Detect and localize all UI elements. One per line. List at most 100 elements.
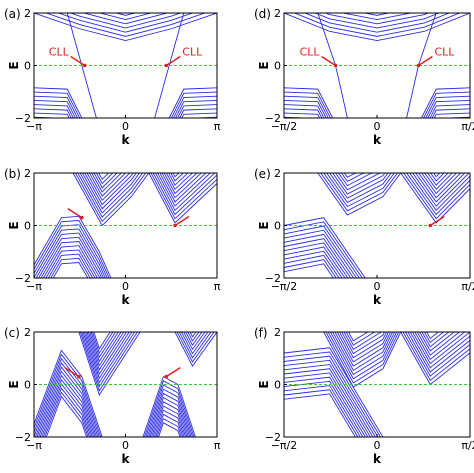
series-0-replica	[284, 0, 470, 11]
series-0-replica	[40, 241, 101, 278]
series-1-replica	[320, 173, 399, 212]
y-axis-label: E	[257, 380, 271, 388]
series-1-replica	[284, 134, 333, 164]
series-2-replica	[172, 95, 217, 118]
series-1-replica	[329, 173, 389, 199]
series-1-replica	[284, 91, 331, 118]
series-2-replica	[430, 173, 445, 182]
series-2-line	[142, 375, 196, 437]
series-2-replica	[179, 108, 217, 118]
series-1-replica	[284, 130, 333, 160]
panel-label: (b)	[4, 167, 21, 181]
series-0-line	[284, 13, 470, 42]
series-3-replica	[178, 332, 212, 359]
series-0-replica	[345, 332, 376, 346]
series-2-replica	[284, 393, 356, 437]
series-2-replica	[155, 413, 184, 437]
series-1-replica	[86, 173, 131, 202]
series-0-replica	[334, 332, 392, 367]
annotation-arrowhead	[428, 223, 433, 228]
series-2-replica	[284, 368, 371, 437]
panel-a: 2 0 −2−π 0 π k E (a) CLL CLL	[4, 0, 221, 147]
annotation-arrow	[64, 366, 80, 378]
series-0-replica	[34, 0, 217, 11]
series-2-replica	[150, 173, 217, 220]
panel-label: (d)	[254, 7, 271, 21]
series-1-replica	[88, 173, 127, 197]
series-1-replica	[337, 173, 373, 187]
series-0-replica	[340, 13, 414, 21]
series-3-replica	[180, 332, 209, 355]
y-tick-label: 2	[274, 167, 281, 180]
series-2-replica	[161, 173, 202, 199]
panel-label: (a)	[4, 7, 21, 21]
y-axis-label: E	[7, 380, 21, 388]
x-tick-label: −π	[26, 439, 42, 452]
series-1-replica	[340, 173, 365, 182]
series-2-replica	[163, 173, 198, 195]
annotation-arrowhead	[164, 63, 169, 68]
series-1-line	[34, 87, 83, 118]
series-0-replica	[284, 0, 470, 7]
series-1-replica	[407, 332, 470, 373]
y-tick-label: −2	[15, 272, 31, 285]
series-0-replica	[284, 263, 334, 278]
y-axis-label: E	[7, 221, 21, 229]
panel-b: 2 0 −2−π 0 π k E (b)	[4, 167, 221, 307]
series-2-replica	[423, 91, 470, 118]
series-2-replica	[284, 364, 374, 437]
series-2-replica	[185, 116, 217, 118]
series-1-replica	[34, 112, 70, 118]
y-tick-label: 2	[24, 167, 31, 180]
series-1-replica	[34, 95, 79, 118]
series-2-replica	[168, 173, 189, 186]
x-axis-label: k	[373, 293, 382, 307]
series-0-replica	[42, 245, 98, 278]
cll-label: CLL	[434, 46, 455, 59]
series-1-replica	[326, 173, 392, 203]
series-1-replica	[34, 104, 74, 118]
annotation-arrowhead	[164, 374, 169, 379]
series-2-replica	[284, 389, 359, 437]
annotation-arrow	[418, 55, 433, 67]
y-tick-label: 0	[274, 379, 281, 392]
series-0-replica	[362, 13, 392, 16]
series-1-replica	[89, 332, 119, 363]
y-tick-label: −2	[15, 112, 31, 125]
series-0-line	[284, 217, 366, 278]
series-3-replica	[191, 332, 194, 334]
series-0-replica	[34, 224, 108, 278]
series-2-replica	[172, 173, 180, 178]
series-0-replica	[324, 13, 430, 25]
series-0-replica	[338, 332, 387, 359]
series-2-replica	[424, 173, 453, 190]
y-tick-label: −2	[265, 112, 281, 125]
y-tick-label: −2	[265, 272, 281, 285]
series-1-replica	[74, 173, 147, 223]
series-0-line	[323, 332, 402, 388]
series-2-replica	[412, 173, 470, 207]
series-2-replica	[431, 108, 470, 118]
series-2-line	[400, 173, 470, 224]
series-1-replica	[82, 332, 133, 384]
x-tick-label: −π/2	[271, 280, 298, 293]
series-0-replica	[44, 13, 207, 37]
x-tick-label: −π	[26, 120, 42, 133]
annotation-arrow	[70, 55, 86, 67]
series-2-replica	[421, 134, 470, 164]
x-tick-label: 0	[374, 280, 381, 293]
series-1-replica	[421, 332, 450, 348]
series-2-replica	[152, 405, 187, 437]
x-axis-label: k	[122, 452, 131, 466]
series-0-replica	[38, 374, 95, 437]
series-0-replica	[98, 13, 153, 21]
series-3-line	[174, 332, 217, 367]
series-1-replica	[34, 108, 72, 118]
panel-f: 2 0 −2−π/2 0 π/2 k E (f)	[254, 326, 474, 466]
series-3-replica	[187, 332, 200, 342]
series-2-line	[148, 173, 217, 224]
series-0-replica	[284, 246, 346, 278]
x-tick-label: 0	[374, 439, 381, 452]
series-0-replica	[341, 332, 385, 355]
series-0-replica	[34, 362, 99, 437]
